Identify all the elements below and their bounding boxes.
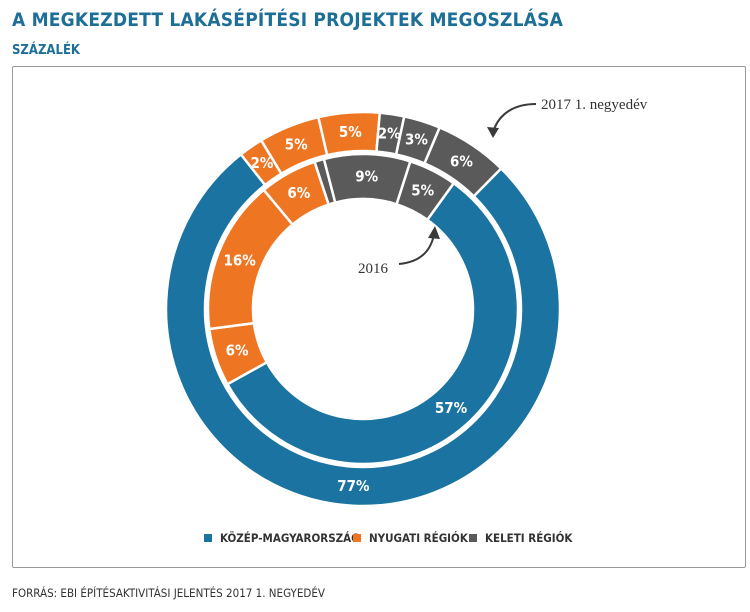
- outer-ring: [164, 110, 562, 508]
- legend-item-nyugati: NYUGATI RÉGIÓK: [353, 531, 468, 545]
- inner-slice-label-1: 6%: [226, 341, 249, 359]
- annotation-2017: 2017 1. negyedév: [487, 97, 648, 138]
- inner-slice-label-2: 16%: [223, 252, 256, 270]
- annotation-2017-arrow: [492, 103, 537, 133]
- legend-label-nyugati: NYUGATI RÉGIÓK: [369, 531, 468, 545]
- annotation-2017-text: 2017 1. negyedév: [541, 97, 648, 113]
- outer-slice-label-0: 77%: [337, 477, 370, 495]
- source-note: FORRÁS: EBI ÉPÍTÉSAKTIVITÁSI JELENTÉS 20…: [12, 586, 325, 600]
- annotation-2016-arrow: [398, 233, 435, 265]
- inner-slice-label-0: 57%: [435, 399, 468, 417]
- legend: KÖZÉP-MAGYARORSZÁG NYUGATI RÉGIÓK KELETI…: [0, 531, 750, 551]
- outer-slice-label-6: 6%: [450, 152, 473, 170]
- legend-item-kozep: KÖZÉP-MAGYARORSZÁG: [204, 531, 360, 545]
- inner-slice-label-3: 6%: [287, 184, 310, 202]
- chart-subtitle: SZÁZALÉK: [12, 43, 80, 58]
- outer-slice-label-5: 3%: [405, 131, 428, 149]
- inner-ring: [206, 152, 520, 466]
- annotation-2016: 2016: [358, 226, 440, 277]
- chart-frame: [12, 66, 746, 568]
- inner-slice-label-6: 5%: [411, 182, 434, 200]
- inner-slice-keleti-6: [395, 160, 455, 222]
- legend-item-keleti: KELETI RÉGIÓK: [469, 531, 572, 545]
- ring-labels: 77%2%5%5% 2% 3%6%57%6%16%6%9%5%: [223, 123, 473, 495]
- legend-label-keleti: KELETI RÉGIÓK: [485, 531, 573, 545]
- legend-swatch-kozep: [204, 534, 212, 542]
- outer-slice-label-1: 2%: [251, 154, 274, 172]
- annotation-2016-text: 2016: [358, 261, 389, 277]
- annotation-2017-arrowhead: [487, 127, 499, 138]
- outer-slice-label-2: 5%: [285, 136, 308, 154]
- outer-slice-keleti-6: [423, 126, 503, 198]
- outer-slice-kozep-0: [164, 153, 562, 508]
- inner-slice-kozep-0: [226, 182, 520, 466]
- inner-slice-label-5: 9%: [355, 168, 378, 186]
- legend-swatch-keleti: [469, 534, 477, 542]
- annotation-2016-arrowhead: [428, 226, 440, 239]
- legend-swatch-nyugati: [353, 534, 361, 542]
- chart-title: A MEGKEZDETT LAKÁSÉPÍTÉSI PROJEKTEK MEGO…: [12, 9, 564, 31]
- outer-slice-label-3: 5%: [339, 123, 362, 141]
- outer-slice-label-4: 2%: [378, 124, 401, 142]
- legend-label-kozep: KÖZÉP-MAGYARORSZÁG: [220, 531, 360, 545]
